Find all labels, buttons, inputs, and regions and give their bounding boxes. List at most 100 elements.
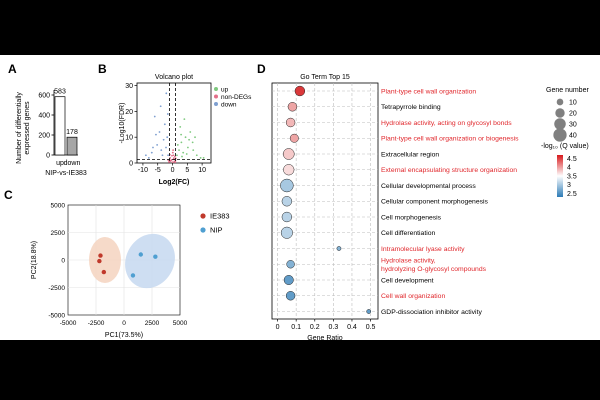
go-term-dot [336, 246, 342, 251]
volcano-point-up [181, 155, 183, 158]
pca-point-IE383 [98, 253, 103, 258]
volcano-point-up [184, 136, 187, 139]
bar-chart-ytick-label: 200 [38, 132, 50, 139]
volcano-xtick-label: -10 [138, 167, 148, 174]
go-size-legend-title: Gene number [546, 87, 589, 94]
go-color-legend-title: -log₁₀ (Q value) [541, 143, 589, 150]
pca-xtick-label: 2500 [145, 320, 160, 327]
go-term-dot [280, 226, 293, 239]
go-term-dot [285, 291, 296, 301]
go-term-dot [366, 309, 372, 314]
volcano-title: Volcano plot [155, 74, 193, 81]
go-color-legend-tick: 3 [567, 182, 571, 189]
go-term-label: Cell wall organization [381, 293, 445, 300]
bar-chart-panel-a: Number of differentially expressed genes… [16, 89, 87, 177]
go-size-legend-dot [555, 108, 565, 118]
go-size-legend-label: 20 [569, 110, 577, 117]
go-term-label: Extracellular region [381, 151, 439, 158]
volcano-xtick-label: -5 [155, 167, 161, 174]
pca-legend-label: IE383 [210, 212, 230, 221]
volcano-point-up [187, 146, 189, 149]
panel-a-label: A [8, 62, 17, 76]
volcano-point-down [162, 138, 165, 141]
volcano-point-up [194, 136, 196, 139]
bar-value-label: 583 [54, 89, 66, 96]
go-term-label: Hydrolase activity, hydrolyzing O-glycosy… [381, 258, 487, 274]
volcano-point-up [199, 156, 202, 159]
volcano-legend-label: down [221, 101, 237, 108]
go-xtick-label: 0.4 [347, 324, 357, 331]
volcano-point-down [167, 154, 169, 157]
panel-b-label: B [98, 62, 107, 76]
volcano-point-up [180, 133, 183, 136]
volcano-point-down [166, 113, 169, 115]
bar-down [66, 136, 78, 156]
go-term-dot [281, 211, 293, 223]
volcano-point-down [159, 105, 162, 108]
volcano-point-up [192, 149, 195, 151]
volcano-point-down [163, 123, 166, 126]
bar-category-label: up [56, 160, 64, 167]
pca-ytick-label: 0 [61, 257, 65, 264]
go-size-legend-label: 40 [569, 132, 577, 139]
go-color-legend-tick: 3.5 [567, 173, 577, 180]
pca-ellipse-nip [125, 233, 175, 289]
volcano-point-down [147, 156, 150, 159]
go-xtick-label: 0.2 [310, 324, 320, 331]
pca-xtick-label: -5000 [60, 320, 77, 327]
volcano-point-up [202, 156, 205, 159]
go-term-dot [285, 117, 296, 128]
volcano-xtick-label: 10 [198, 167, 206, 174]
pca-ytick-label: 2500 [51, 230, 66, 237]
go-term-label: Cellular component morphogenesis [381, 199, 489, 206]
volcano-point-up [176, 144, 179, 146]
pca-ylabel: PC2(18.8%) [31, 241, 38, 279]
volcano-point-down [150, 151, 153, 154]
volcano-point-down [158, 131, 161, 133]
go-term-label: Cellular developmental process [381, 183, 476, 190]
go-size-legend-label: 10 [569, 99, 577, 106]
go-color-legend-tick: 4 [567, 165, 571, 172]
volcano-plot-frame [136, 82, 212, 164]
bar-chart-ylabel-line2: expressed genes [24, 101, 31, 155]
go-term-dot [287, 102, 298, 112]
go-xtick-label: 0.3 [329, 324, 339, 331]
pca-xlabel: PC1(73.5%) [105, 332, 143, 339]
go-size-legend-label: 30 [569, 121, 577, 128]
go-term-dot [289, 133, 299, 143]
go-term-dot [294, 85, 306, 97]
volcano-point-up [183, 118, 186, 121]
pca-ytick-label: -2500 [48, 285, 65, 292]
volcano-ytick-label: 0 [129, 160, 133, 167]
volcano-ytick-label: 10 [125, 135, 133, 142]
go-color-legend-tick: 4.5 [567, 156, 577, 163]
pca-legend-label: NIP [210, 226, 223, 235]
go-term-label: External encapsulating structure organiz… [381, 167, 517, 174]
pca-point-NIP [153, 254, 158, 259]
volcano-legend-marker [214, 94, 218, 99]
volcano-point-up [185, 153, 188, 155]
volcano-point-down [153, 115, 156, 118]
volcano-point-up [182, 151, 185, 154]
go-term-label: Cell morphogenesis [381, 214, 442, 221]
go-term-label: GDP-dissociation inhibitor activity [381, 309, 482, 316]
volcano-xtick-label: 0 [171, 167, 175, 174]
volcano-point-down [152, 146, 154, 149]
volcano-point-down [161, 154, 164, 157]
go-term-label: Tetrapyrrole binding [381, 104, 441, 111]
go-term-dot [283, 164, 295, 176]
bar-chart-ytick-label: 600 [38, 92, 50, 99]
go-xtick-label: 0.1 [291, 324, 301, 331]
pca-point-NIP [130, 273, 136, 278]
volcano-point-non-DEGs [173, 155, 176, 158]
volcano-xtick-label: 5 [185, 167, 189, 174]
pca-xtick-label: 5000 [173, 320, 188, 327]
volcano-point-down [155, 133, 157, 136]
go-xtick-label: 0 [276, 324, 280, 331]
volcano-point-down [160, 149, 163, 151]
go-xtick-label: 0.5 [366, 324, 376, 331]
volcano-point-non-DEGs [172, 157, 175, 159]
volcano-point-up [180, 141, 183, 144]
volcano-ytick-label: 20 [125, 109, 133, 116]
volcano-point-non-DEGs [172, 149, 175, 151]
